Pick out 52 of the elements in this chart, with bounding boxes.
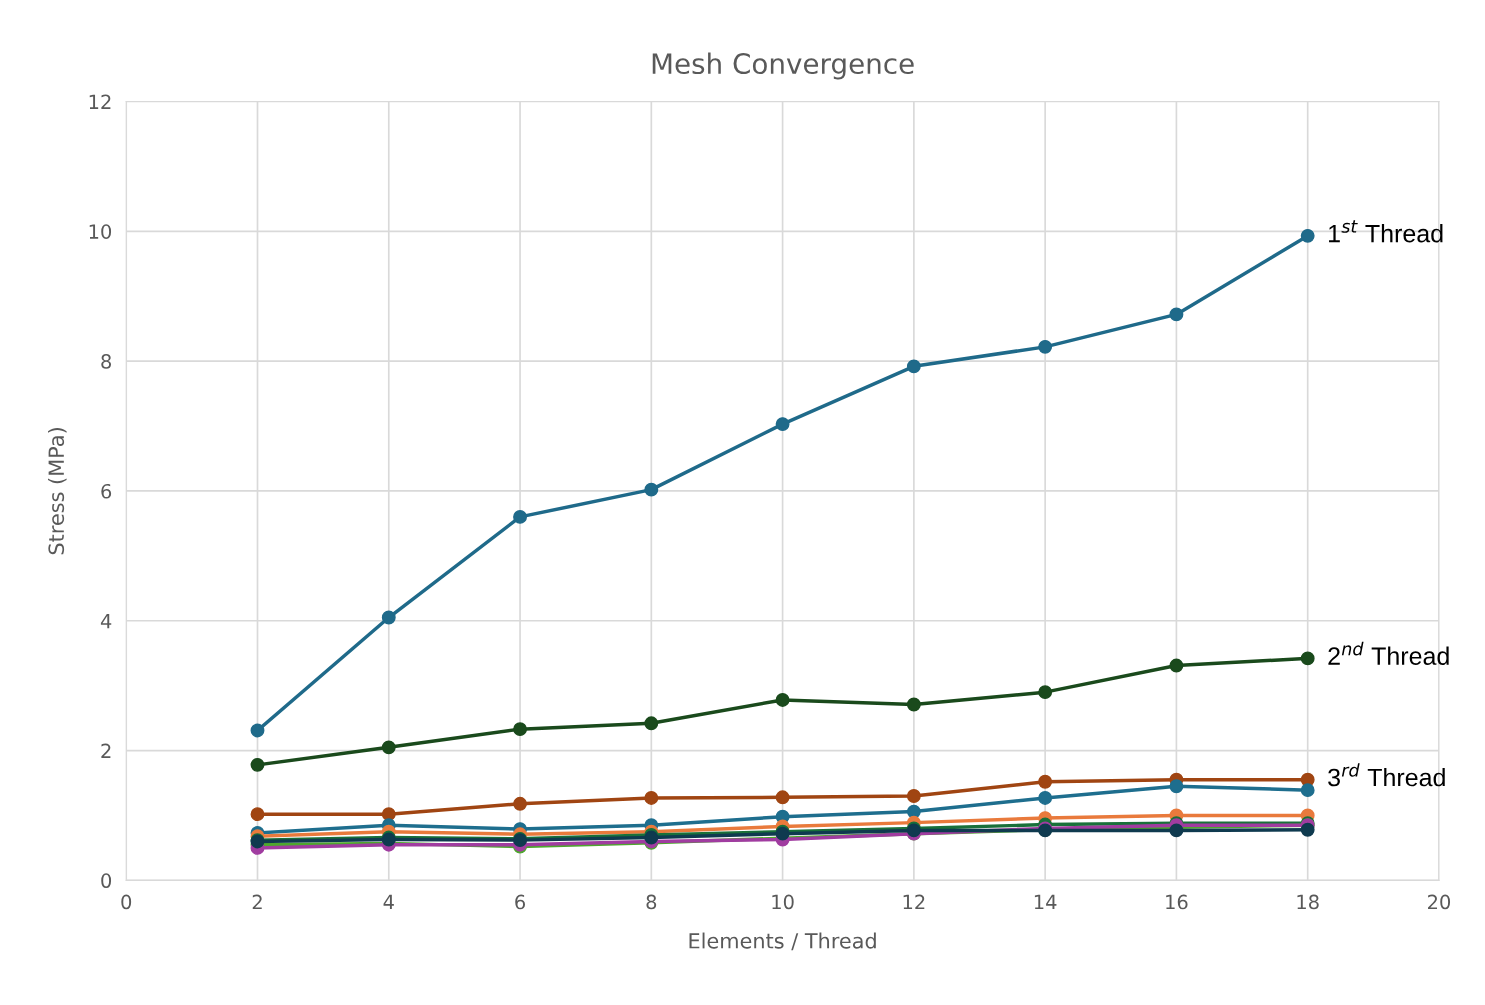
point: [1300, 822, 1315, 837]
x-tick-label: 4: [383, 894, 394, 910]
x-tick-label: 10: [772, 894, 794, 910]
point: [1169, 307, 1184, 322]
point: [1169, 779, 1184, 794]
x-tick-label: 14: [1034, 894, 1057, 910]
y-tick-label: 10: [89, 224, 112, 239]
y-axis-title: Stress (MPa): [48, 428, 67, 555]
point: [250, 757, 265, 772]
series-label: 2$^{nd}$ Thread: [1328, 641, 1449, 665]
point: [1300, 228, 1315, 243]
point: [1169, 658, 1184, 673]
x-tick-label: 0: [121, 894, 132, 910]
point: [775, 692, 790, 707]
point: [381, 740, 396, 755]
x-tick-label: 2: [252, 894, 262, 910]
y-tick-label: 6: [101, 483, 112, 499]
y-tick-label: 8: [101, 354, 112, 369]
point: [513, 509, 527, 524]
point: [513, 722, 527, 737]
x-tick-label: 18: [1297, 894, 1319, 910]
point: [775, 790, 790, 805]
point: [381, 610, 396, 625]
point: [1038, 339, 1053, 354]
point: [1038, 791, 1053, 805]
point: [644, 791, 659, 805]
point: [906, 789, 921, 803]
point: [1038, 685, 1053, 700]
x-tick-label: 8: [646, 894, 657, 910]
point: [1300, 783, 1315, 798]
point: [513, 796, 527, 811]
point: [906, 359, 921, 374]
chart-title: Mesh Convergence: [652, 52, 914, 80]
x-tick-label: 20: [1428, 894, 1451, 910]
y-tick-label: 4: [100, 613, 112, 629]
point: [250, 807, 265, 822]
point: [1300, 651, 1315, 666]
y-tick-label: 0: [101, 873, 112, 889]
point: [775, 417, 790, 432]
x-tick-label: 6: [515, 894, 526, 910]
series-label: 3$^{rd}$ Thread: [1328, 763, 1445, 787]
y-tick-label: 12: [89, 94, 111, 109]
x-tick-label: 12: [903, 894, 925, 910]
point: [1038, 774, 1053, 789]
series-label: 1$^{st}$ Thread: [1329, 220, 1443, 243]
point: [250, 723, 265, 738]
y-tick-label: 2: [101, 743, 111, 758]
x-tick-label: 16: [1166, 894, 1188, 910]
point: [644, 716, 659, 731]
point: [644, 482, 659, 497]
x-axis-title: Elements / Thread: [689, 932, 876, 951]
point: [906, 697, 921, 712]
